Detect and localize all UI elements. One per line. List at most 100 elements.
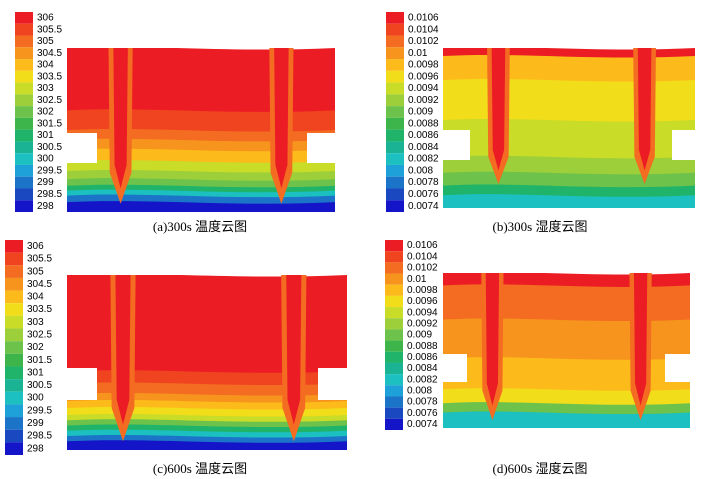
colorbar-swatch <box>386 12 404 24</box>
colorbar-swatch <box>15 153 33 165</box>
contour-band <box>67 201 335 212</box>
colorbar-label: 304.5 <box>27 279 52 290</box>
colorbar-swatch <box>5 379 23 392</box>
colorbar-label: 0.0082 <box>407 374 438 385</box>
colorbar-swatch <box>386 94 404 107</box>
colorbar-swatch <box>385 273 403 285</box>
contour-band <box>67 275 347 378</box>
colorbar-swatch <box>5 391 23 405</box>
colorbar-swatch <box>386 141 404 154</box>
colorbar-label: 0.008 <box>407 386 432 397</box>
colorbar-label: 0.0082 <box>408 154 439 165</box>
colorbar-swatch <box>5 240 23 253</box>
colorbar-swatch <box>15 188 33 201</box>
colorbar-label: 300 <box>37 154 54 165</box>
colorbar-label: 299.5 <box>37 165 62 176</box>
contour-band <box>443 357 690 396</box>
colorbar-swatch <box>385 351 403 363</box>
colorbar-swatch <box>5 290 23 304</box>
colorbar-label: 0.0098 <box>408 60 439 71</box>
colorbar-swatch <box>386 47 404 60</box>
colorbar-label: 0.0078 <box>407 397 438 408</box>
colorbar-swatch <box>385 418 403 430</box>
colorbar-swatch <box>385 374 403 386</box>
colorbar-swatch <box>385 385 403 397</box>
colorbar-label: 0.0106 <box>407 240 438 251</box>
colorbar-swatch <box>5 366 23 380</box>
colorbar-swatch <box>386 153 404 165</box>
colorbar-swatch <box>386 117 404 130</box>
colorbar-label: 0.0098 <box>407 285 438 296</box>
colorbar-label: 0.009 <box>407 330 432 341</box>
colorbar-swatch <box>15 12 33 24</box>
colorbar-label: 305 <box>37 36 54 47</box>
colorbar-swatch <box>15 70 33 83</box>
colorbar-swatch <box>385 340 403 352</box>
colorbar-swatch <box>5 265 23 278</box>
colorbar-label: 299.5 <box>27 405 52 416</box>
caption: (b)300s 湿度云图 <box>493 219 588 234</box>
colorbar-label: 0.0092 <box>408 95 439 106</box>
colorbar-swatch <box>386 59 404 71</box>
colorbar-label: 0.0094 <box>407 307 438 318</box>
colorbar-label: 0.0092 <box>407 318 438 329</box>
colorbar-label: 301.5 <box>27 355 52 366</box>
colorbar-swatch <box>15 94 33 107</box>
colorbar-swatch <box>15 164 33 177</box>
colorbar-swatch <box>385 284 403 296</box>
colorbar-swatch <box>385 251 403 263</box>
colorbar-swatch <box>385 396 403 408</box>
colorbar-swatch <box>15 176 33 189</box>
colorbar-label: 299 <box>27 418 44 429</box>
colorbar-label: 0.0074 <box>407 419 438 430</box>
colorbar-swatch <box>385 407 403 419</box>
colorbar-label: 0.0086 <box>408 130 439 141</box>
colorbar-label: 0.0102 <box>407 263 438 274</box>
colorbar-label: 301 <box>27 367 44 378</box>
colorbar-swatch <box>15 117 33 130</box>
colorbar-swatch <box>15 129 33 142</box>
jet-core <box>633 273 648 406</box>
colorbar-label: 0.0102 <box>408 36 439 47</box>
colorbar-label: 0.009 <box>408 107 433 118</box>
colorbar-swatch <box>15 106 33 118</box>
colorbar-swatch <box>15 23 33 36</box>
colorbar-swatch <box>5 328 23 342</box>
colorbar-swatch <box>385 318 403 330</box>
colorbar-swatch <box>385 329 403 341</box>
colorbar-label: 306 <box>27 241 44 252</box>
colorbar-label: 0.0076 <box>408 189 439 200</box>
contour-band <box>67 48 335 117</box>
colorbar-label: 305.5 <box>27 254 52 265</box>
colorbar-swatch <box>385 262 403 274</box>
jet-core <box>274 48 289 189</box>
colorbar-label: 300.5 <box>37 142 62 153</box>
colorbar-label: 302.5 <box>37 95 62 106</box>
colorbar-label: 298 <box>27 443 44 454</box>
colorbar-swatch <box>5 277 23 291</box>
colorbar-swatch <box>15 47 33 60</box>
colorbar-label: 303 <box>37 83 54 94</box>
colorbar-swatch <box>386 23 404 36</box>
colorbar-swatch <box>5 442 23 455</box>
colorbar-swatch <box>386 188 404 201</box>
jet-core <box>286 275 302 425</box>
contour-band <box>443 78 695 126</box>
colorbar-swatch <box>385 307 403 319</box>
colorbar-label: 0.0096 <box>408 71 439 82</box>
colorbar-label: 0.0088 <box>407 341 438 352</box>
colorbar-label: 305.5 <box>37 24 62 35</box>
caption: (c)600s 温度云图 <box>153 461 247 476</box>
colorbar-swatch <box>385 295 403 308</box>
colorbar-label: 299 <box>37 177 54 188</box>
colorbar-swatch <box>386 35 404 48</box>
colorbar-swatch <box>5 404 23 418</box>
colorbar-label: 302 <box>37 107 54 118</box>
colorbar-swatch <box>15 141 33 154</box>
colorbar-swatch <box>386 129 404 142</box>
colorbar-label: 305 <box>27 266 44 277</box>
contour-band <box>443 284 690 326</box>
colorbar-label: 0.0086 <box>407 352 438 363</box>
colorbar-swatch <box>5 303 23 316</box>
colorbar-label: 300 <box>27 393 44 404</box>
